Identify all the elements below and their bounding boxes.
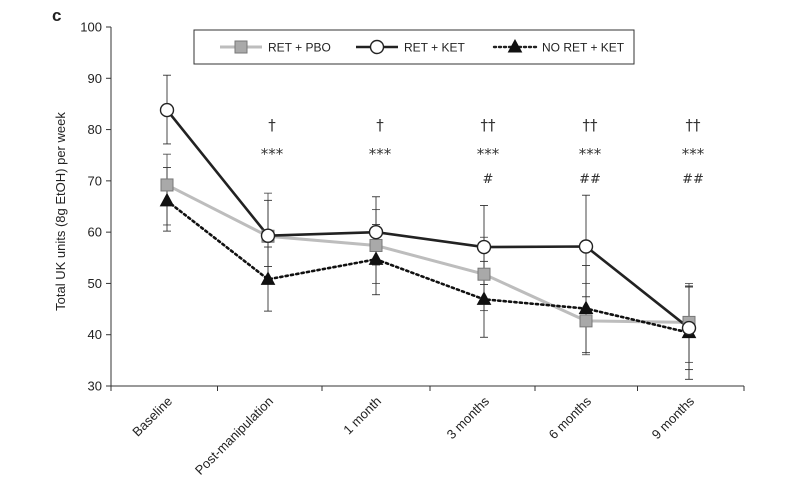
significance-annotation: †† (481, 116, 497, 134)
significance-annotation: † (376, 116, 384, 134)
legend-box (193, 29, 635, 65)
y-axis-title: Total UK units (8g EtOH) per week (53, 112, 68, 311)
significance-annotation: *** (682, 145, 705, 163)
significance-annotation: †† (686, 116, 702, 134)
significance-annotation: † (268, 116, 276, 134)
x-tick-label: 3 months (444, 393, 493, 442)
y-tick-label: 100 (80, 20, 102, 35)
axes-layer: 30 40 50 60 70 80 90 100 Baseline Post-manipulati… (53, 20, 745, 478)
y-tick-label: 80 (88, 122, 102, 137)
data-point-circle (476, 239, 492, 255)
data-point-circle (159, 102, 175, 118)
legend-label: RET + KET (404, 41, 465, 55)
y-tick-label: 40 (88, 327, 102, 342)
x-tick-label: 1 month (340, 394, 384, 438)
data-point-square (579, 314, 593, 328)
data-point-circle (260, 228, 276, 243)
legend-marker-triangle (507, 38, 523, 53)
series-line-triangle (165, 199, 691, 334)
series-line-circle (165, 109, 690, 330)
x-tick-label: 6 months (546, 393, 595, 442)
x-tick-label: Post-manipulation (192, 394, 276, 478)
significance-annotation: ## (682, 172, 704, 187)
data-point-square (477, 267, 491, 281)
data-point-triangle (159, 192, 175, 207)
y-tick-label: 30 (88, 379, 102, 394)
y-tick-label: 70 (88, 173, 102, 188)
significance-annotation: *** (261, 145, 284, 163)
data-point-triangle (368, 251, 384, 265)
x-tick-label: 9 months (649, 393, 698, 442)
legend: RET + PBO RET + KET NO RET + KET (193, 29, 635, 65)
legend-label: NO RET + KET (542, 41, 625, 55)
series-line-square (166, 183, 690, 324)
data-point-circle (578, 239, 594, 254)
significance-annotation: # (483, 172, 494, 187)
panel-label: c (52, 6, 62, 25)
significance-annotation: *** (477, 145, 500, 163)
data-point-square (369, 238, 383, 252)
y-tick-label: 50 (88, 276, 102, 291)
series-layer (159, 74, 697, 380)
data-point-triangle (476, 291, 492, 305)
y-tick-label: 60 (88, 225, 102, 240)
significance-annotation: *** (579, 145, 602, 163)
legend-marker-circle (369, 39, 385, 55)
legend-marker-square (234, 40, 248, 54)
significance-annotation: *** (369, 145, 392, 163)
data-point-triangle (578, 300, 594, 315)
data-point-triangle (260, 271, 276, 285)
data-point-square (160, 178, 174, 192)
significance-annotation: ## (579, 172, 601, 187)
y-tick-label: 90 (88, 71, 102, 86)
legend-label: RET + PBO (268, 41, 331, 55)
significance-annotation: †† (583, 116, 599, 134)
annotation-layer: † *** †† *** # †† *** ## †† *** ## † *** (261, 116, 705, 187)
data-point-circle (368, 224, 384, 240)
data-point-circle (681, 320, 697, 336)
x-tick-label: Baseline (129, 394, 175, 440)
